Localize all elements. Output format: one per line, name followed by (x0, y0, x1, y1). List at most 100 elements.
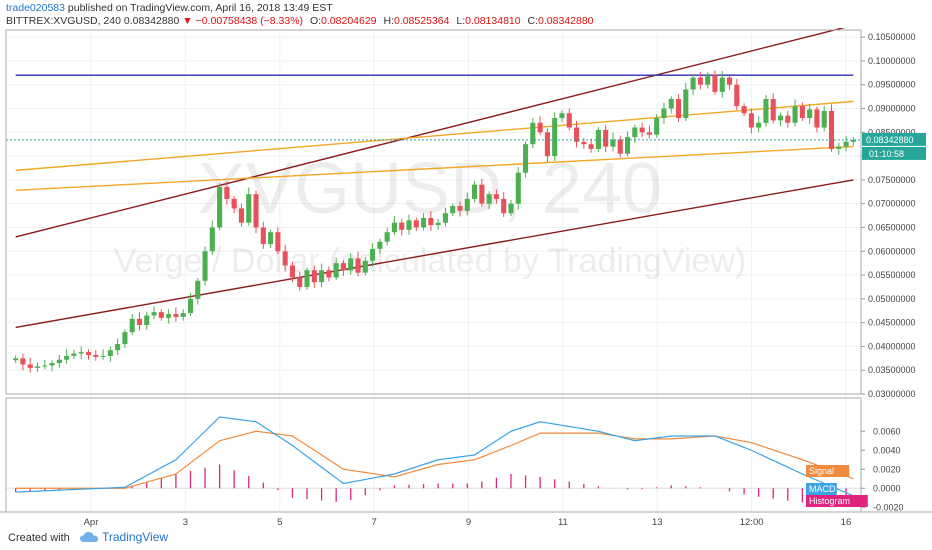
price-tick-label: 0.09500000 (868, 80, 916, 90)
candle (624, 137, 631, 154)
candle (421, 217, 427, 228)
macd-line (15, 416, 854, 497)
trend-lines[interactable] (15, 28, 854, 329)
candle (78, 352, 84, 354)
candle (187, 298, 194, 314)
series-tag-label: Histogram (809, 496, 850, 506)
macd-pane (6, 416, 861, 505)
candle (741, 106, 747, 114)
candle (828, 110, 835, 149)
candle (56, 359, 62, 364)
candle (508, 203, 514, 214)
candle (690, 77, 696, 90)
candle (238, 208, 245, 223)
price-pane-frame (5, 29, 862, 395)
candle (588, 144, 594, 149)
candle (668, 98, 674, 109)
open-label: O: (309, 15, 322, 27)
candle (654, 118, 660, 135)
candle (166, 314, 172, 318)
time-tick-label: 16 (841, 517, 852, 528)
series-tag (806, 465, 850, 477)
symbol-label: BITTREX:XVGUSD, 240 (6, 15, 121, 27)
candle (807, 109, 813, 119)
candle (253, 194, 259, 228)
candle (675, 98, 682, 119)
countdown-box (862, 146, 926, 160)
candle (340, 263, 346, 271)
candle (821, 110, 827, 128)
time-tick-label: 11 (558, 517, 568, 528)
price-tick-label: 0.07500000 (868, 175, 916, 185)
trend-line-fan-upper (15, 100, 854, 172)
candle (603, 129, 609, 147)
price-tick-label: 0.10000000 (868, 56, 916, 66)
symbol-info-bar: BITTREX:XVGUSD, 240 0.08342880 ▼ −0.0075… (6, 15, 594, 27)
candle (843, 141, 849, 147)
candle (224, 187, 230, 199)
candle (581, 141, 587, 145)
chart-canvas[interactable]: XVGUSD, 240 Verge / Dollar (calculated b… (0, 28, 932, 528)
candle (530, 122, 536, 145)
trend-line-lower-channel (15, 179, 854, 329)
macd-tick-label: 0.0060 (873, 426, 901, 436)
candle (573, 127, 580, 142)
publish-info: trade020583 published on TradingView.com… (6, 2, 333, 14)
candle (683, 89, 689, 119)
candle (122, 332, 128, 345)
candle (34, 366, 41, 368)
candle (792, 106, 798, 123)
last-price: 0.08342880 (123, 15, 180, 27)
candle (136, 318, 143, 326)
candle (64, 355, 70, 360)
candle (246, 194, 252, 223)
candle (85, 352, 92, 355)
candle (523, 144, 529, 173)
candle (457, 206, 463, 211)
candle (217, 187, 223, 228)
candle (850, 139, 856, 142)
open-value: 0.08204629 (321, 15, 377, 27)
candle (311, 270, 317, 283)
tradingview-logo[interactable]: TradingView (80, 530, 168, 544)
published-text: published on TradingView.com, April 16, … (64, 2, 333, 14)
candle (450, 206, 456, 214)
candle (493, 194, 499, 199)
candle (756, 122, 762, 128)
candle (661, 108, 667, 119)
candle (158, 312, 164, 318)
candle (42, 365, 48, 367)
candle (515, 172, 521, 204)
candle (362, 260, 368, 273)
down-arrow-icon: ▼ (182, 15, 193, 27)
candle (297, 277, 303, 287)
macd-tick-label: 0.0000 (873, 483, 901, 493)
time-tick-label: 3 (183, 517, 188, 528)
candle (151, 312, 157, 316)
candle (355, 258, 361, 273)
candle (836, 146, 842, 149)
candle (231, 198, 237, 209)
macd-tick-label: -0.0020 (873, 502, 904, 512)
countdown-label: 01:10:58 (869, 149, 904, 159)
series-tag-label: Signal (809, 466, 834, 476)
candle (442, 213, 448, 223)
candle (501, 198, 507, 214)
candle (348, 258, 354, 271)
created-with-text: Created with (8, 532, 70, 544)
trend-line-upper-channel (15, 28, 846, 238)
candle (49, 363, 55, 366)
author-link[interactable]: trade020583 (6, 2, 65, 14)
price-tick-label: 0.03500000 (868, 365, 916, 375)
candle (428, 217, 434, 226)
signal-line (15, 430, 854, 489)
current-price-label: 0.08342880 (866, 135, 914, 145)
candle (399, 222, 405, 230)
low-value: 0.08134810 (465, 15, 521, 27)
candle (260, 227, 266, 245)
time-tick-label: 9 (466, 517, 471, 528)
candle (289, 265, 296, 278)
time-tick-label: 7 (371, 517, 376, 528)
candle (333, 263, 339, 278)
price-tick-label: 0.06000000 (868, 246, 916, 256)
